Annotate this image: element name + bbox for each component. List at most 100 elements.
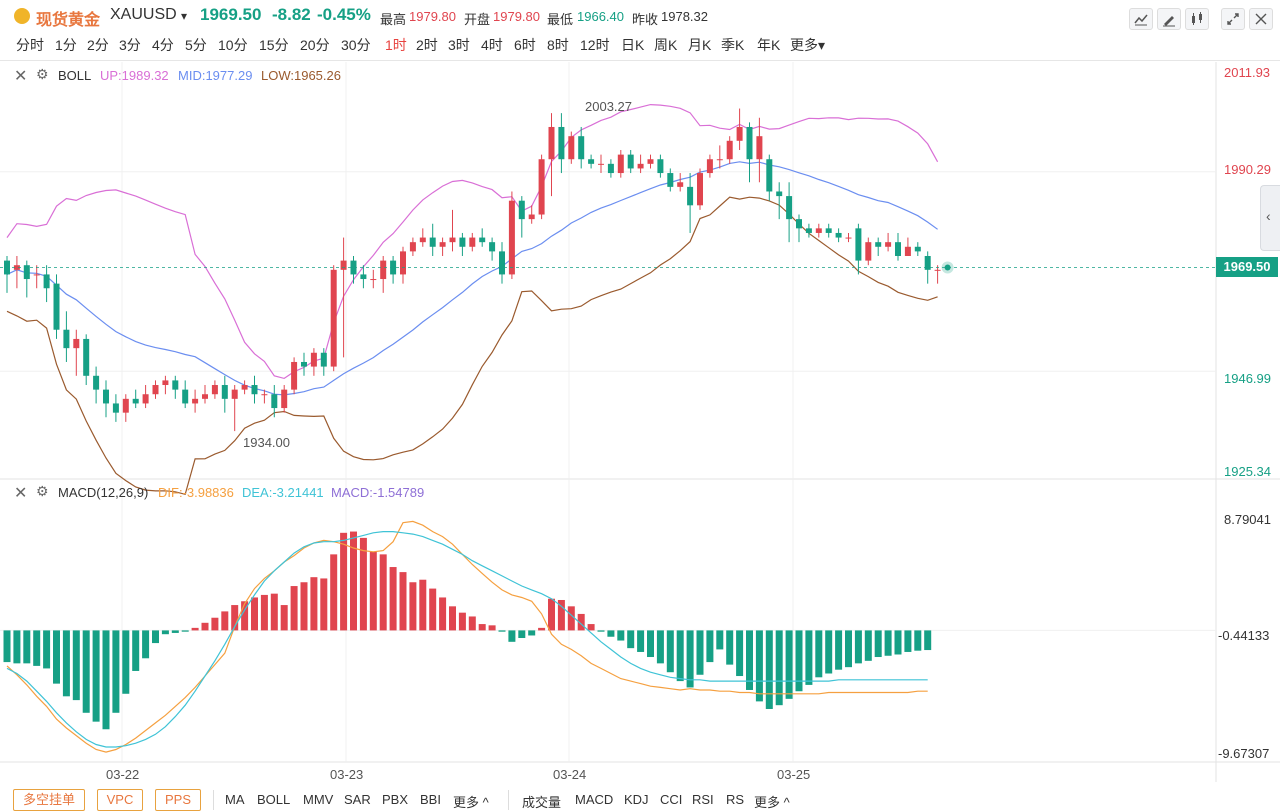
timeframe-option[interactable]: 12时 [580, 37, 610, 53]
symbol-dropdown-icon[interactable]: ▾ [181, 9, 188, 23]
candle-body [73, 338, 80, 349]
main-indicator-option[interactable]: MMV [303, 792, 334, 807]
candle-body [835, 232, 842, 238]
macd-close-icon[interactable]: ✕ [14, 485, 28, 502]
price-axis-label: 2011.93 [1224, 65, 1271, 80]
main-indicator-option[interactable]: PBX [382, 792, 409, 807]
date-label: 03-24 [553, 767, 587, 782]
symbol-name[interactable]: 现货黄金 [36, 12, 101, 29]
candle-style-button[interactable] [1185, 8, 1209, 30]
sub-indicator-option[interactable]: 更多 ^ [754, 795, 790, 810]
timeframe-option[interactable]: 2时 [416, 37, 438, 53]
macd-name: MACD(12,26,9) [58, 485, 149, 500]
side-panel-toggle[interactable]: ‹ [1260, 185, 1280, 251]
macd-bar [528, 630, 536, 636]
macd-bar [468, 616, 476, 631]
main-indicator-option[interactable]: BOLL [257, 792, 291, 807]
fullscreen-button[interactable] [1249, 8, 1273, 30]
main-indicator-option[interactable]: MA [225, 792, 245, 807]
timeframe-option[interactable]: 月K [688, 37, 712, 53]
quote-header: 现货黄金 XAUUSD ▾ 1969.50 -8.82 -0.45% 最高 19… [0, 0, 1280, 30]
draw-button[interactable] [1157, 8, 1181, 30]
candle-body [667, 173, 674, 187]
macd-bar [330, 554, 338, 631]
timeframe-option[interactable]: 季K [721, 37, 745, 53]
main-indicator-option[interactable]: 更多 ^ [453, 795, 489, 810]
macd-bar [795, 630, 803, 692]
candle-body [568, 136, 575, 160]
sub-indicator-option[interactable]: MACD [575, 792, 614, 807]
macd-bar [666, 630, 674, 673]
boll-close-icon[interactable]: ✕ [14, 68, 28, 85]
macd-settings-icon[interactable]: ⚙ [36, 483, 49, 499]
timeframe-option[interactable]: 4时 [481, 37, 503, 53]
macd-bar [498, 630, 506, 632]
macd-bar [221, 611, 229, 631]
candle-body [13, 265, 20, 270]
macd-bar [270, 593, 278, 631]
macd-bar [607, 630, 615, 637]
macd-bar [320, 578, 328, 631]
sub-indicator-option[interactable]: RSI [692, 792, 714, 807]
macd-bar [310, 577, 318, 631]
timeframe-option[interactable]: 15分 [259, 37, 289, 53]
candle-body [865, 242, 872, 261]
macd-bar [557, 599, 565, 631]
candle-body [924, 255, 931, 270]
timeframe-option[interactable]: 日K [621, 37, 645, 53]
macd-bar [884, 630, 892, 656]
timeframe-option[interactable]: 3分 [119, 37, 141, 53]
boll-low-value: LOW:1965.26 [261, 68, 341, 83]
candle-body [934, 269, 941, 271]
pps-button[interactable]: PPS [155, 789, 201, 811]
candle-body [211, 385, 218, 395]
sub-indicator-option[interactable]: CCI [660, 792, 683, 807]
timeframe-option[interactable]: 8时 [547, 37, 569, 53]
sub-indicator-option[interactable]: KDJ [624, 792, 649, 807]
main-indicator-option[interactable]: SAR [344, 792, 371, 807]
macd-bar [290, 586, 298, 631]
macd-bar [409, 582, 417, 631]
timeframe-option[interactable]: 分时 [16, 37, 44, 53]
timeframe-option[interactable]: 30分 [341, 37, 371, 53]
macd-bar [231, 605, 239, 631]
macd-dea-value: DEA:-3.21441 [242, 485, 324, 500]
timeframe-option[interactable]: 5分 [185, 37, 207, 53]
macd-bar [478, 624, 486, 631]
last-price-dot [944, 264, 951, 271]
boll-mid-line [6, 161, 938, 396]
candle-body [825, 228, 832, 233]
chart-canvas[interactable] [0, 62, 1280, 782]
symbol-code[interactable]: XAUUSD [110, 6, 177, 23]
timeframe-option[interactable]: 1分 [55, 37, 77, 53]
timeframe-option[interactable]: 3时 [448, 37, 470, 53]
macd-bar [350, 531, 357, 631]
macd-bar [548, 598, 555, 631]
timeframe-option[interactable]: 20分 [300, 37, 330, 53]
main-indicator-option[interactable]: BBI [420, 792, 441, 807]
timeframe-option[interactable]: 10分 [218, 37, 248, 53]
vpc-button[interactable]: VPC [97, 789, 143, 811]
timeframe-option[interactable]: 1时 [385, 37, 407, 53]
candle-body [221, 385, 228, 399]
timeframe-option[interactable]: 年K [757, 37, 781, 53]
order-book-button[interactable]: 多空挂单 [13, 789, 85, 811]
candle-body [459, 237, 466, 247]
last-price-tag: 1969.50 [1216, 257, 1278, 277]
expand-button[interactable] [1221, 8, 1245, 30]
candle-body [330, 269, 337, 367]
candle-body [875, 242, 882, 247]
timeframe-option[interactable]: 6时 [514, 37, 536, 53]
macd-bar [914, 630, 922, 651]
timeframe-option[interactable]: 4分 [152, 37, 174, 53]
chart-type-button[interactable] [1129, 8, 1153, 30]
timeframe-option[interactable]: 更多▾ [790, 37, 826, 53]
timeframe-option[interactable]: 周K [654, 37, 678, 53]
candle-body [202, 394, 208, 399]
sub-indicator-option[interactable]: 成交量 [522, 795, 562, 810]
timeframe-option[interactable]: 2分 [87, 37, 109, 53]
boll-settings-icon[interactable]: ⚙ [36, 66, 49, 82]
macd-bar [3, 630, 11, 663]
sub-indicator-option[interactable]: RS [726, 792, 745, 807]
candle-body [291, 361, 298, 390]
